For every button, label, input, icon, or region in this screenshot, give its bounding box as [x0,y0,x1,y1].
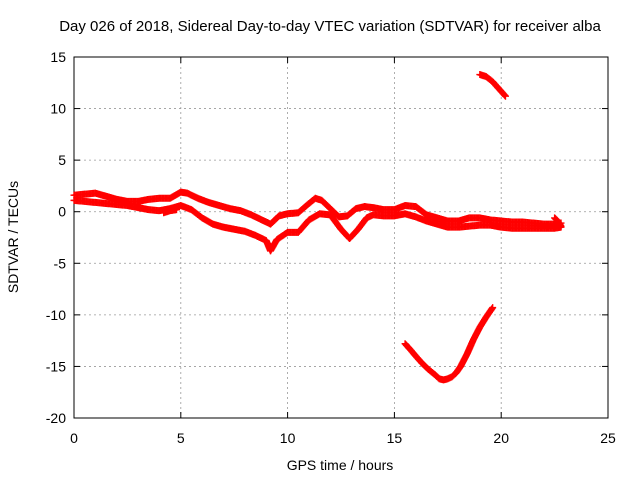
y-tick-label: 0 [58,204,66,220]
series-0 [70,188,565,228]
chart-title: Day 026 of 2018, Sidereal Day-to-day VTE… [59,18,601,35]
data-marks [70,71,565,384]
data-point [557,222,565,230]
y-tick-label: -5 [54,255,67,271]
data-marker [501,91,509,99]
y-tick-label: -10 [46,307,66,323]
x-tick-label: 0 [70,430,78,446]
data-point [489,304,497,312]
y-tick-label: 5 [58,152,66,168]
data-marker [500,91,508,99]
axis-ticks: 0 5 10 15 20 25 -20 -15 -10 -5 0 5 10 15 [46,49,616,446]
plot-frame [73,56,609,419]
series-1 [70,196,565,255]
y-tick-label: 10 [50,101,66,117]
y-tick-label: -15 [46,358,66,374]
x-tick-label: 15 [387,430,403,446]
series-5 [476,71,509,100]
x-tick-label: 25 [600,430,616,446]
series-2 [160,206,181,217]
y-axis-label: SDTVAR / TECUs [5,181,21,293]
series-4 [401,304,497,384]
data-point [173,206,181,214]
x-tick-label: 20 [493,430,509,446]
y-tick-label: -20 [46,410,66,426]
y-tick-label: 15 [50,49,66,65]
series-3 [551,214,565,230]
grid [74,57,608,418]
x-tick-label: 5 [177,430,185,446]
x-tick-label: 10 [280,430,296,446]
x-axis-label: GPS time / hours [287,457,394,473]
data-point [501,92,509,100]
